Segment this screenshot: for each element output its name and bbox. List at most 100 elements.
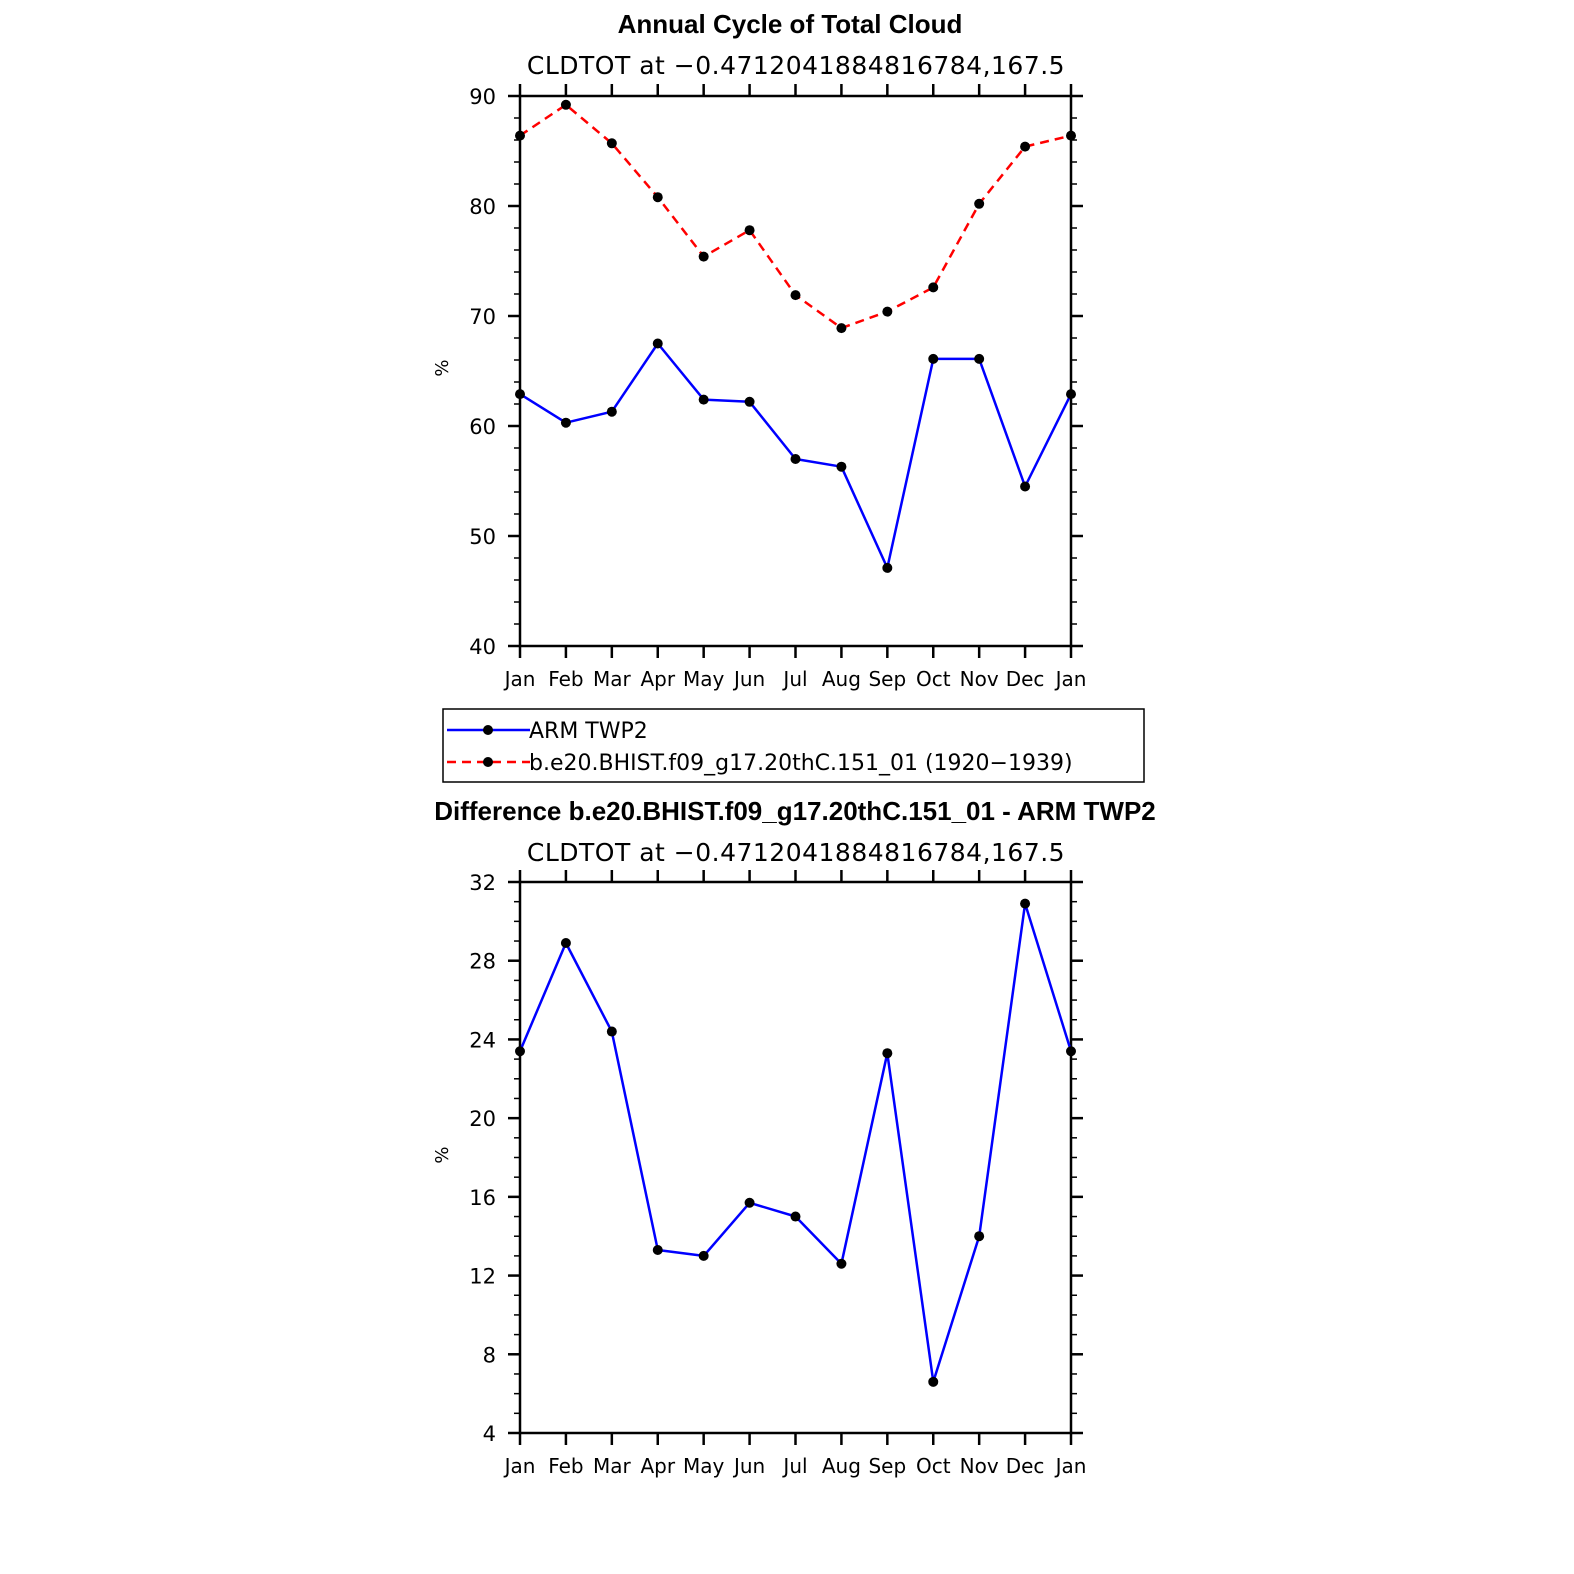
x-tick-label: May <box>683 1454 725 1478</box>
data-point <box>1020 481 1031 492</box>
chart-subtitle: CLDTOT at −0.4712041884816784,167.5 <box>527 51 1065 80</box>
x-tick-label: Mar <box>593 1454 632 1478</box>
x-tick-label: Nov <box>960 1454 999 1478</box>
x-tick-label: Feb <box>548 1454 583 1478</box>
chart-title: Difference b.e20.BHIST.f09_g17.20thC.151… <box>434 796 1156 826</box>
data-point <box>560 417 571 428</box>
legend-entry-model: b.e20.BHIST.f09_g17.20thC.151_01 (1920−1… <box>447 751 1073 776</box>
legend-box <box>442 708 1145 783</box>
y-tick-label: 8 <box>483 1343 496 1367</box>
x-tick-label: Sep <box>868 667 906 691</box>
x-tick-label: Jun <box>732 667 765 691</box>
series-line-0 <box>518 902 1073 1384</box>
x-tick-label: Dec <box>1006 667 1045 691</box>
data-point <box>974 198 985 209</box>
annual-cycle-panel: Annual Cycle of Total Cloud CLDTOT at −0… <box>432 9 1086 691</box>
data-point <box>606 406 617 417</box>
data-point <box>744 225 755 236</box>
data-point <box>515 130 525 141</box>
data-point <box>1066 389 1076 400</box>
data-point <box>882 306 893 317</box>
data-point <box>790 290 801 301</box>
data-point <box>560 99 571 110</box>
y-tick-label: 90 <box>469 85 496 109</box>
x-tick-label: Apr <box>640 667 675 691</box>
x-tick-label: Apr <box>640 1454 675 1478</box>
y-tick-label: 80 <box>469 195 496 219</box>
x-tick-label: May <box>683 667 725 691</box>
x-tick-label: Jan <box>503 667 536 691</box>
x-tick-label: Jul <box>781 1454 807 1478</box>
data-point <box>928 1376 939 1387</box>
legend-label: b.e20.BHIST.f09_g17.20thC.151_01 (1920−1… <box>529 751 1073 776</box>
legend: ARM TWP2 b.e20.BHIST.f09_g17.20thC.151_0… <box>442 708 1145 783</box>
data-point <box>515 389 525 400</box>
y-tick-label: 16 <box>469 1186 496 1210</box>
data-point <box>652 1244 663 1255</box>
chart-subtitle: CLDTOT at −0.4712041884816784,167.5 <box>527 838 1065 867</box>
data-point <box>836 461 847 472</box>
x-tick-label: Jul <box>781 667 807 691</box>
x-tick-label: Mar <box>593 667 632 691</box>
legend-label: ARM TWP2 <box>529 719 648 744</box>
data-point <box>790 1211 801 1222</box>
y-axis-label: % <box>432 359 453 376</box>
plot-area: 40 50 60 70 80 90 Jan Feb Mar Apr May Jun Jul Aug Sep O… <box>469 84 1086 691</box>
x-tick-label: Jan <box>1054 667 1087 691</box>
x-tick-label: Jun <box>732 1454 765 1478</box>
y-tick-label: 50 <box>469 525 496 549</box>
plot-frame <box>518 94 1073 648</box>
data-point <box>974 1231 985 1242</box>
data-point <box>974 353 985 364</box>
data-point <box>698 251 709 262</box>
data-point <box>882 1048 893 1059</box>
y-tick-label: 12 <box>469 1265 496 1289</box>
data-point <box>1020 141 1031 152</box>
y-tick-label: 70 <box>469 305 496 329</box>
data-point <box>652 338 663 349</box>
y-tick-label: 20 <box>469 1107 496 1131</box>
x-tick-label: Aug <box>822 1454 861 1478</box>
data-point <box>744 1197 755 1208</box>
x-tick-label: Dec <box>1006 1454 1045 1478</box>
x-tick-label: Jan <box>503 1454 536 1478</box>
y-tick-label: 4 <box>483 1422 496 1446</box>
data-point <box>928 353 939 364</box>
data-point <box>744 396 755 407</box>
y-axis-label: % <box>432 1146 453 1163</box>
data-point <box>652 192 663 203</box>
data-point <box>698 394 709 405</box>
x-tick-label: Oct <box>916 667 951 691</box>
data-point <box>1020 898 1031 909</box>
y-tick-label: 40 <box>469 635 496 659</box>
data-point <box>928 282 939 293</box>
data-point <box>560 938 571 949</box>
data-point <box>882 562 893 573</box>
legend-entry-arm-twp2: ARM TWP2 <box>447 719 648 744</box>
data-point <box>515 1046 525 1057</box>
plot-area: 4 8 12 16 20 24 28 32 Jan Feb Mar Apr May Jun Jul Aug Se… <box>469 870 1086 1478</box>
data-point <box>1066 130 1076 141</box>
data-point <box>836 1258 847 1269</box>
data-point <box>790 454 801 464</box>
y-tick-label: 32 <box>469 871 496 895</box>
x-tick-label: Nov <box>960 667 999 691</box>
x-tick-label: Jan <box>1054 1454 1087 1478</box>
x-tick-label: Sep <box>868 1454 906 1478</box>
data-point <box>698 1250 709 1261</box>
x-tick-label: Aug <box>822 667 861 691</box>
y-tick-label: 24 <box>469 1028 496 1052</box>
x-tick-label: Oct <box>916 1454 951 1478</box>
data-point <box>1066 1046 1076 1057</box>
legend-marker <box>483 725 493 735</box>
chart-title: Annual Cycle of Total Cloud <box>618 9 963 39</box>
y-tick-label: 28 <box>469 950 496 974</box>
y-tick-label: 60 <box>469 415 496 439</box>
x-tick-label: Feb <box>548 667 583 691</box>
data-point <box>606 138 617 149</box>
data-point <box>836 323 847 334</box>
legend-marker <box>483 757 493 767</box>
data-point <box>606 1026 617 1037</box>
plot-frame <box>518 880 1073 1435</box>
